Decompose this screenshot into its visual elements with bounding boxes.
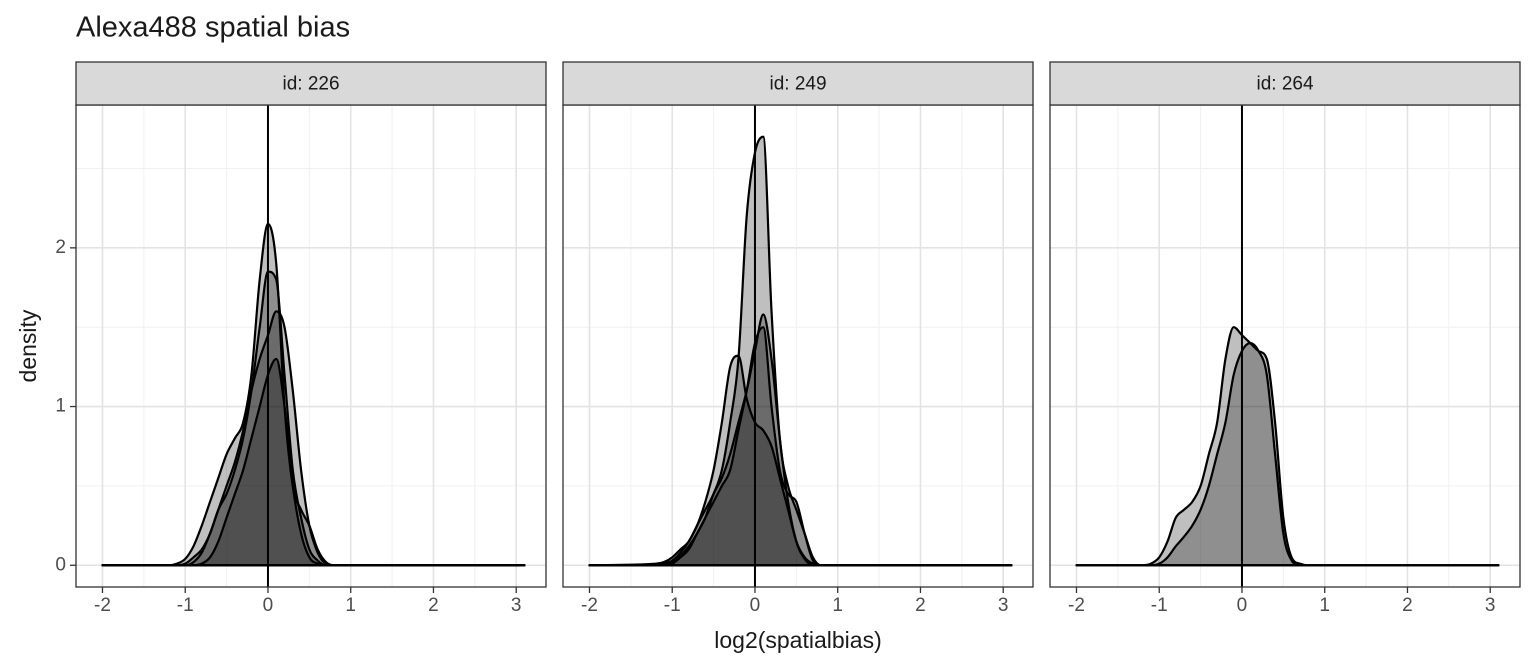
y-tick-label: 1 [55, 396, 66, 417]
facet-title: id: 264 [1256, 74, 1313, 95]
facet-title: id: 226 [282, 74, 339, 95]
density-area [588, 326, 1013, 567]
x-tick-label: 0 [1237, 595, 1248, 616]
facet-strip [75, 61, 547, 106]
x-tick-label: -1 [664, 595, 681, 616]
x-tick-label: -2 [1068, 595, 1085, 616]
x-tick-label: 1 [832, 595, 843, 616]
panel-background [76, 105, 546, 587]
x-tick-label: 3 [511, 595, 522, 616]
x-tick-label: 1 [1319, 595, 1330, 616]
x-tick-label: 3 [998, 595, 1009, 616]
y-axis-label: density [15, 309, 41, 382]
x-tick-label: 2 [428, 595, 439, 616]
facet-strip [1049, 61, 1521, 106]
density-area [1075, 326, 1500, 567]
x-tick-label: 3 [1485, 595, 1496, 616]
chart-title: Alexa488 spatial bias [76, 12, 350, 44]
x-tick-label: -1 [177, 595, 194, 616]
density-area [101, 222, 526, 567]
x-tick-label: 0 [263, 595, 274, 616]
x-tick-label: 1 [345, 595, 356, 616]
x-tick-label: 2 [1402, 595, 1413, 616]
x-tick-label: -2 [94, 595, 111, 616]
density-area [101, 310, 526, 567]
panel-background [1050, 105, 1520, 587]
y-tick-label: 2 [55, 237, 66, 258]
density-area [1075, 341, 1500, 567]
x-axis-label: log2(spatialbias) [714, 627, 881, 653]
x-tick-label: 2 [915, 595, 926, 616]
x-tick-label: -1 [1151, 595, 1168, 616]
y-tick-label: 0 [55, 554, 66, 575]
density-area [101, 357, 526, 567]
facet-strip [562, 61, 1034, 106]
facet-title: id: 249 [769, 74, 826, 95]
x-tick-label: 0 [750, 595, 761, 616]
x-tick-label: -2 [581, 595, 598, 616]
